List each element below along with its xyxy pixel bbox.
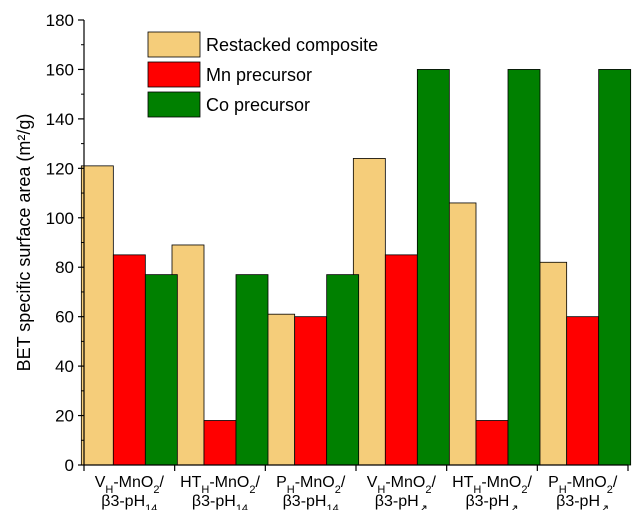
x-tick-label-line2: β3-pH14 <box>192 493 248 510</box>
x-tick-label-line1: VH-MnO2/ <box>367 474 437 496</box>
bar-mn-precursor-4 <box>475 420 509 466</box>
bar-mn-precursor-2 <box>294 316 328 466</box>
bar-co-precursor-0 <box>144 274 178 466</box>
bar-mn-precursor-1 <box>203 420 237 466</box>
plot-area: 020406080100120140160180VH-MnO2/β3-pH14H… <box>14 11 632 510</box>
y-tick-label: 60 <box>55 308 74 327</box>
x-tick-label-line1: HTH-MnO2/ <box>180 474 260 496</box>
bar-co-precursor-2 <box>326 274 360 466</box>
y-axis-title: BET specific surface area (m²/g) <box>14 114 34 372</box>
y-tick-label: 140 <box>46 110 74 129</box>
legend-swatch <box>147 61 201 88</box>
bar-mn-precursor-3 <box>384 254 418 466</box>
bar-co-precursor-4 <box>507 69 541 466</box>
bar-co-precursor-5 <box>598 69 632 466</box>
x-tick-label-line1: VH-MnO2/ <box>95 474 165 496</box>
legend-label: Mn precursor <box>206 65 312 85</box>
legend-swatch <box>147 91 201 118</box>
x-tick-label-line1: PH-MnO2/ <box>276 474 346 496</box>
x-tick-label-line2: β3-pH↗ <box>556 493 609 510</box>
bar-co-precursor-3 <box>416 69 450 466</box>
x-tick-label-line2: β3-pH↗ <box>465 493 518 510</box>
legend: Restacked composite Mn precursor Co precur… <box>147 31 378 118</box>
legend-swatch <box>147 31 201 58</box>
x-tick-label-line2: β3-pH↗ <box>375 493 428 510</box>
y-tick-label: 180 <box>46 11 74 30</box>
y-tick-label: 80 <box>55 258 74 277</box>
y-tick-label: 0 <box>65 456 74 475</box>
y-tick-label: 120 <box>46 159 74 178</box>
y-tick-label: 40 <box>55 357 74 376</box>
legend-label: Co precursor <box>206 95 310 115</box>
bar-mn-precursor-5 <box>566 316 600 466</box>
bar-restacked-composite-0 <box>80 165 114 466</box>
x-tick-label-line2: β3-pH14 <box>101 493 157 510</box>
x-tick-label-line1: PH-MnO2/ <box>548 474 618 496</box>
y-tick-label: 20 <box>55 407 74 426</box>
bar-co-precursor-1 <box>235 274 269 466</box>
legend-label: Restacked composite <box>206 35 378 55</box>
bar-mn-precursor-0 <box>112 254 146 466</box>
x-tick-label-line1: HTH-MnO2/ <box>452 474 532 496</box>
y-tick-label: 100 <box>46 209 74 228</box>
x-tick-label-line2: β3-pH14 <box>283 493 339 510</box>
y-tick-label: 160 <box>46 60 74 79</box>
